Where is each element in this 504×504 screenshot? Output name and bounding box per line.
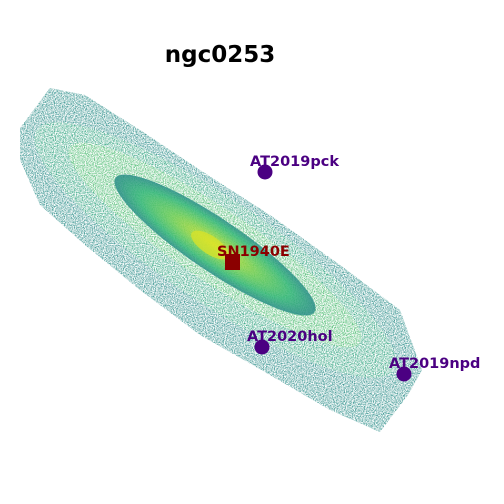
marker-sn1940e [225, 254, 240, 270]
marker-at2019npd [396, 366, 412, 382]
marker-at2020hol [254, 339, 270, 355]
marker-at2019pck [257, 164, 273, 180]
label-at2020hol: AT2020hol [247, 329, 333, 345]
image-title: ngc0253 [164, 42, 276, 68]
label-at2019npd: AT2019npd [389, 356, 480, 372]
galaxy-nucleus [191, 230, 229, 260]
label-at2019pck: AT2019pck [250, 154, 339, 170]
label-sn1940e: SN1940E [217, 244, 290, 260]
